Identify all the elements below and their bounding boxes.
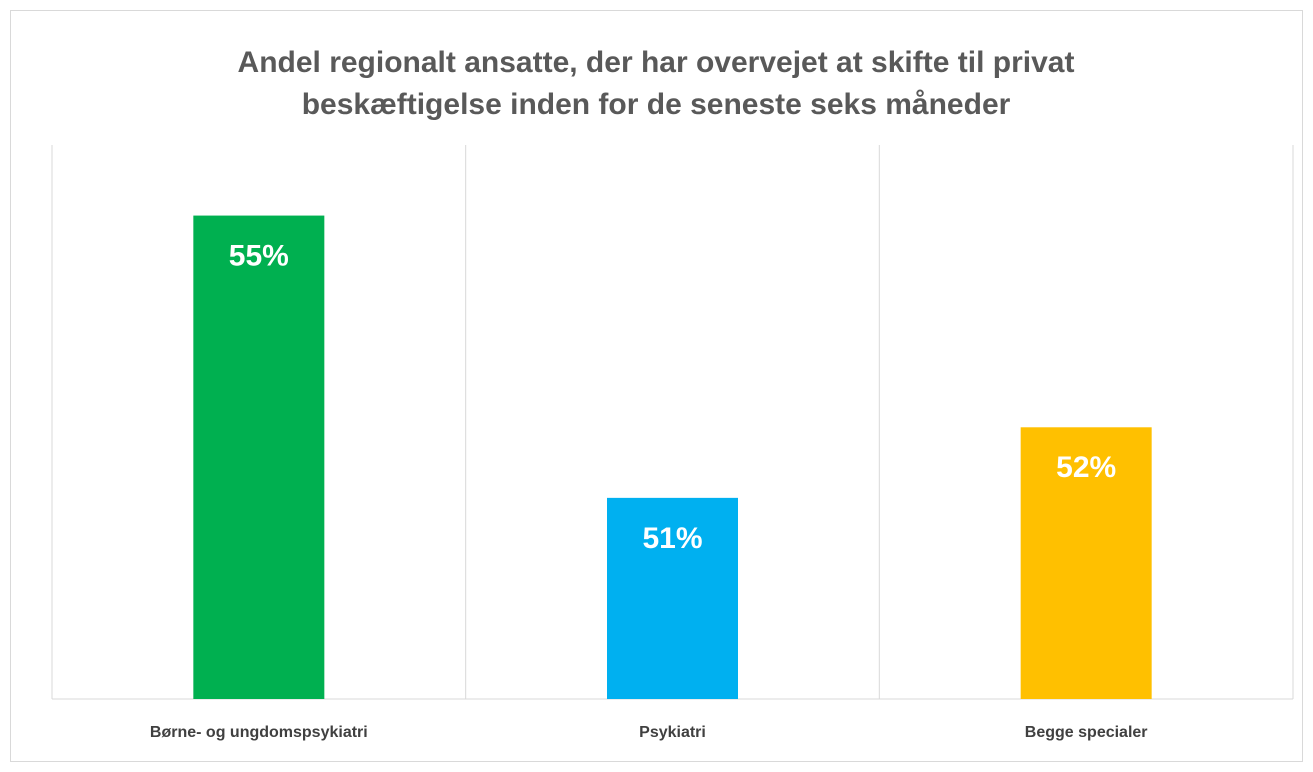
chart-title: beskæftigelse inden for de seneste seks …: [302, 88, 1011, 121]
data-label: 51%: [642, 522, 702, 555]
x-tick-label: Begge specialer: [1025, 724, 1148, 741]
chart-title: Andel regionalt ansatte, der har overvej…: [238, 46, 1075, 79]
bar: [193, 215, 325, 699]
bar: [607, 497, 738, 699]
x-tick-label: Psykiatri: [639, 724, 706, 741]
x-tick-label: Børne- og ungdomspsykiatri: [150, 724, 368, 741]
data-label: 55%: [229, 239, 289, 272]
data-label: 52%: [1056, 451, 1116, 484]
bar: [1020, 427, 1152, 699]
